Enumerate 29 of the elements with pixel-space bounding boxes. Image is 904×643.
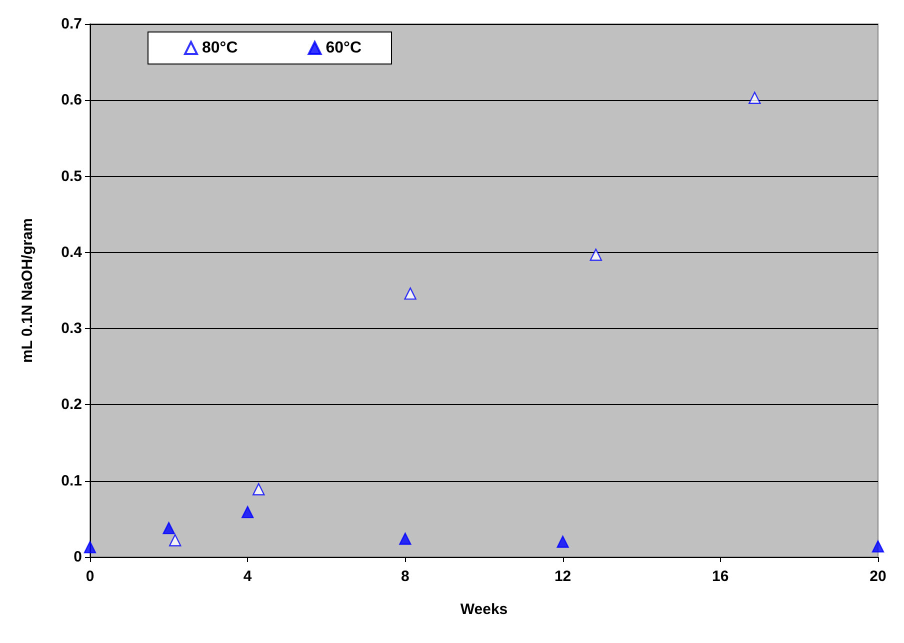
point xyxy=(252,483,265,496)
point xyxy=(84,541,96,554)
legend-label: 80°C xyxy=(202,40,238,56)
x-axis-title: Weeks xyxy=(460,601,508,618)
y-tick-label: 0.3 xyxy=(61,320,82,338)
legend-label: 60°C xyxy=(326,40,362,56)
y-tick-label: 0.1 xyxy=(61,472,82,490)
x-tick-label: 4 xyxy=(243,568,252,585)
point xyxy=(872,540,884,552)
x-tick-label: 8 xyxy=(401,568,410,585)
point xyxy=(242,506,254,518)
y-tick-label: 0 xyxy=(74,548,82,566)
x-tick-label: 20 xyxy=(870,568,886,585)
point xyxy=(556,536,569,548)
x-tick-label: 16 xyxy=(712,568,729,585)
point xyxy=(748,92,761,104)
point xyxy=(169,534,182,546)
x-tick-label: 12 xyxy=(554,568,572,585)
x-tick-label: 0 xyxy=(86,568,94,585)
point xyxy=(590,248,602,261)
point xyxy=(162,522,175,534)
point xyxy=(399,532,412,545)
y-tick-label: 0.7 xyxy=(61,16,82,32)
y-axis-title: mL 0.1N NaOH/gram xyxy=(19,218,36,363)
y-tick-label: 0.6 xyxy=(61,92,82,109)
y-tick-label: 0.2 xyxy=(61,396,82,414)
y-tick-label: 0.4 xyxy=(61,244,83,261)
point xyxy=(404,287,416,300)
y-tick-label: 0.5 xyxy=(61,168,82,185)
